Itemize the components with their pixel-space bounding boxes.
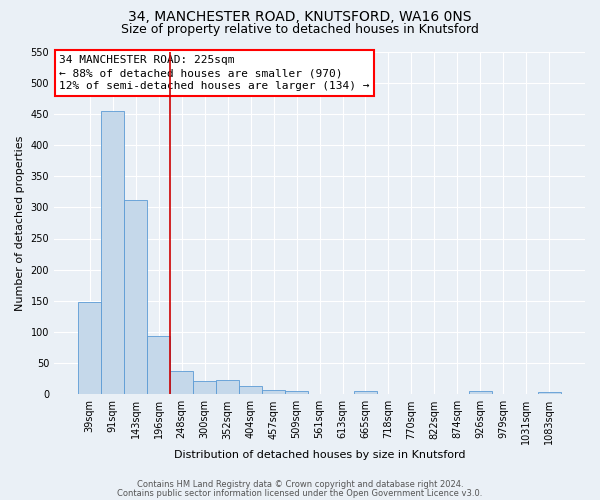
Bar: [285, 391, 308, 394]
Bar: [262, 390, 285, 394]
Bar: [354, 391, 377, 394]
Text: Contains HM Land Registry data © Crown copyright and database right 2024.: Contains HM Land Registry data © Crown c…: [137, 480, 463, 489]
Text: 34, MANCHESTER ROAD, KNUTSFORD, WA16 0NS: 34, MANCHESTER ROAD, KNUTSFORD, WA16 0NS: [128, 10, 472, 24]
X-axis label: Distribution of detached houses by size in Knutsford: Distribution of detached houses by size …: [174, 450, 465, 460]
Bar: [469, 391, 492, 394]
Bar: [78, 302, 101, 394]
Bar: [538, 392, 561, 394]
Bar: [239, 386, 262, 394]
Text: Size of property relative to detached houses in Knutsford: Size of property relative to detached ho…: [121, 22, 479, 36]
Bar: [216, 380, 239, 394]
Bar: [147, 336, 170, 394]
Bar: [124, 200, 147, 394]
Text: Contains public sector information licensed under the Open Government Licence v3: Contains public sector information licen…: [118, 488, 482, 498]
Bar: [170, 370, 193, 394]
Bar: [101, 110, 124, 395]
Bar: [193, 380, 216, 394]
Text: 34 MANCHESTER ROAD: 225sqm
← 88% of detached houses are smaller (970)
12% of sem: 34 MANCHESTER ROAD: 225sqm ← 88% of deta…: [59, 55, 370, 92]
Y-axis label: Number of detached properties: Number of detached properties: [15, 135, 25, 310]
